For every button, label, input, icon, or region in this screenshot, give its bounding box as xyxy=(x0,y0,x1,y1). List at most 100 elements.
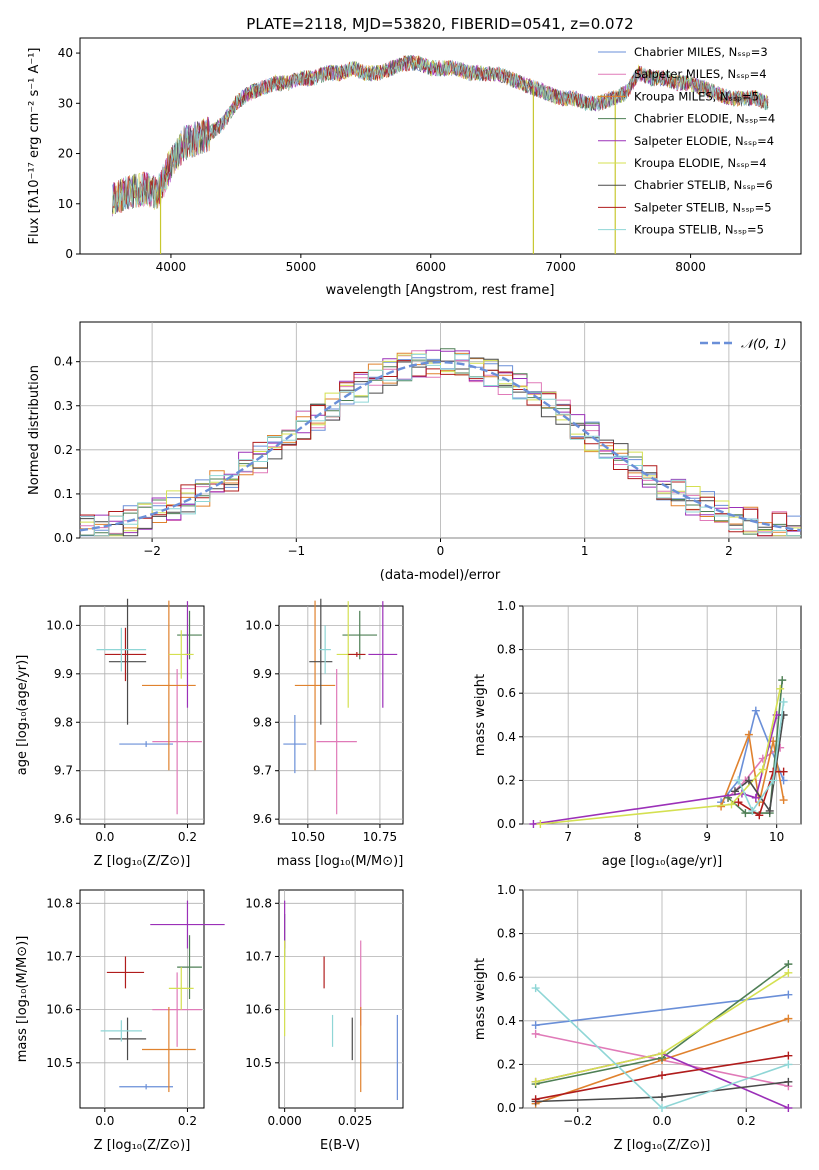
salpeter-stelib-marker xyxy=(531,1095,540,1104)
mw-age-xlabel: age [log₁₀(age/yr)] xyxy=(602,854,723,869)
chabrier-miles-marker xyxy=(531,1021,540,1030)
kroupa-elodie-marker xyxy=(658,1049,666,1058)
y-tick-label: 0.2 xyxy=(497,1057,516,1071)
salpeter-stelib-marker xyxy=(658,1071,666,1080)
histogram-ylabel: Normed distribution xyxy=(27,365,42,495)
salpeter-miles-marker xyxy=(531,1029,540,1038)
y-tick-label: 10.8 xyxy=(46,896,73,910)
salpeter-elodie-marker xyxy=(751,793,760,802)
y-tick-label: 9.8 xyxy=(54,715,73,729)
kroupa-elodie-marker xyxy=(758,765,767,774)
chabrier-elodie-line xyxy=(727,680,783,814)
salpeter-stelib-marker xyxy=(784,1051,793,1060)
kroupa-stelib-marker xyxy=(769,776,778,785)
y-tick-label: 0.8 xyxy=(497,927,516,941)
kroupa-stelib-marker xyxy=(734,776,743,785)
kroupa-elodie-marker xyxy=(727,800,736,809)
legend-label: Kroupa ELODIE, Nₛₛₚ=4 xyxy=(634,156,767,170)
y-tick-label: 9.7 xyxy=(54,764,73,778)
chabrier-stelib-marker xyxy=(730,787,739,796)
spectrum-axes-frame xyxy=(79,37,802,255)
kroupa-stelib-line xyxy=(737,701,785,813)
chabrier-elodie-marker xyxy=(778,676,787,685)
mw-age-axes-frame xyxy=(522,605,802,825)
salpeter-stelib-histogram xyxy=(80,360,801,537)
legend-label: Chabrier STELIB, Nₛₛₚ=6 xyxy=(634,178,773,192)
y-tick-label: 0.0 xyxy=(54,531,73,545)
spectrum-panel: wavelength [Angstrom, rest frame] Flux [… xyxy=(27,37,802,298)
kroupa-elodie-marker xyxy=(784,968,793,977)
kroupa-miles-marker xyxy=(717,802,726,811)
y-tick-label: 10.7 xyxy=(46,949,73,963)
x-tick-label: −0.2 xyxy=(563,1114,592,1128)
x-tick-label: 1 xyxy=(581,544,589,558)
x-tick-label: 7000 xyxy=(545,260,576,274)
kroupa-elodie-marker xyxy=(536,820,545,828)
x-tick-label: 0 xyxy=(437,544,445,558)
legend-label: Kroupa STELIB, Nₛₛₚ=5 xyxy=(634,223,764,237)
chabrier-elodie-marker xyxy=(741,809,750,818)
y-tick-label: 0.0 xyxy=(497,1101,516,1115)
normal-distribution-curve xyxy=(79,360,802,532)
y-tick-label: 0.6 xyxy=(497,686,516,700)
y-tick-label: 10.0 xyxy=(46,618,73,632)
kroupa-stelib-marker xyxy=(784,1060,793,1069)
x-tick-label: 0.0 xyxy=(95,1114,114,1128)
y-tick-label: 0.2 xyxy=(497,773,516,787)
mass-weight-vs-age-panel: age [log₁₀(age/yr)] mass weight 7 8 9 10 0.0… xyxy=(473,599,802,869)
y-tick-label: 9.6 xyxy=(253,812,272,826)
y-tick-label: 9.8 xyxy=(253,715,272,729)
y-tick-label: 10.5 xyxy=(245,1056,272,1070)
kroupa-miles-marker xyxy=(784,1014,793,1023)
salpeter-stelib-line xyxy=(738,770,784,817)
y-tick-label: 10.6 xyxy=(46,1003,73,1017)
y-tick-label: 1.0 xyxy=(497,599,516,613)
y-tick-label: 20 xyxy=(58,147,73,161)
age-vs-mass-panel: mass [log₁₀(M/M⊙)] 10.50 10.75 9.6 9.7 9.8 9.… xyxy=(245,598,404,869)
chabrier-stelib-marker xyxy=(744,776,753,785)
kroupa-elodie-line xyxy=(540,688,781,825)
x-tick-label: 10.75 xyxy=(363,830,397,844)
histogram-xlabel: (data-model)/error xyxy=(380,568,501,583)
y-tick-label: 0.4 xyxy=(54,355,73,369)
age-mass-axes-frame xyxy=(278,605,404,825)
y-tick-label: 0.1 xyxy=(54,487,73,501)
x-tick-label: 0.000 xyxy=(267,1114,301,1128)
legend-label: Chabrier MILES, Nₛₛₚ=3 xyxy=(634,45,768,59)
y-tick-label: 10.6 xyxy=(245,1003,272,1017)
legend-label: 𝒩(0, 1) xyxy=(741,336,787,351)
x-tick-label: 10.50 xyxy=(291,830,325,844)
x-tick-label: 8000 xyxy=(675,260,706,274)
y-tick-label: 9.6 xyxy=(54,812,73,826)
mass-vs-metallicity-panel: Z [log₁₀(Z/Z⊙)] mass [log₁₀(M/M⊙)] 0.0 0.… xyxy=(15,889,225,1153)
y-tick-label: 0.6 xyxy=(497,970,516,984)
kroupa-miles-marker xyxy=(779,796,788,805)
mw-age-ylabel: mass weight xyxy=(473,674,488,756)
age-vs-metallicity-panel: Z [log₁₀(Z/Z⊙)] age [log₁₀(age/yr)] 0.0 0… xyxy=(15,598,205,869)
chabrier-elodie-histogram xyxy=(80,348,801,537)
y-tick-label: 10 xyxy=(58,197,73,211)
legend-label: Salpeter MILES, Nₛₛₚ=4 xyxy=(634,67,767,81)
mw-z-ylabel: mass weight xyxy=(473,958,488,1040)
kroupa-elodie-marker xyxy=(531,1077,540,1086)
chabrier-stelib-marker xyxy=(784,1077,793,1086)
x-tick-label: 10 xyxy=(769,830,784,844)
legend-label: Salpeter ELODIE, Nₛₛₚ=4 xyxy=(634,134,774,148)
salpeter-elodie-marker xyxy=(784,1104,793,1112)
salpeter-stelib-marker xyxy=(779,767,788,776)
x-tick-label: 9 xyxy=(703,830,711,844)
mass-weight-vs-metallicity-panel: Z [log₁₀(Z/Z⊙)] mass weight −0.2 0.0 0.2 0.… xyxy=(473,883,802,1153)
mw-z-xlabel: Z [log₁₀(Z/Z⊙)] xyxy=(614,1138,711,1153)
x-tick-label: 0.0 xyxy=(652,1114,671,1128)
y-tick-label: 10.7 xyxy=(245,949,272,963)
salpeter-stelib-marker xyxy=(734,798,743,807)
kroupa-stelib-marker xyxy=(531,984,540,993)
x-tick-label: 0.2 xyxy=(178,830,197,844)
x-tick-label: 2 xyxy=(725,544,733,558)
chabrier-stelib-line xyxy=(734,714,785,814)
residual-histogram-panel: (data-model)/error Normed distribution −… xyxy=(27,321,802,583)
salpeter-stelib-marker xyxy=(755,811,764,820)
kroupa-stelib-marker xyxy=(779,697,788,706)
x-tick-label: 0.025 xyxy=(338,1114,372,1128)
